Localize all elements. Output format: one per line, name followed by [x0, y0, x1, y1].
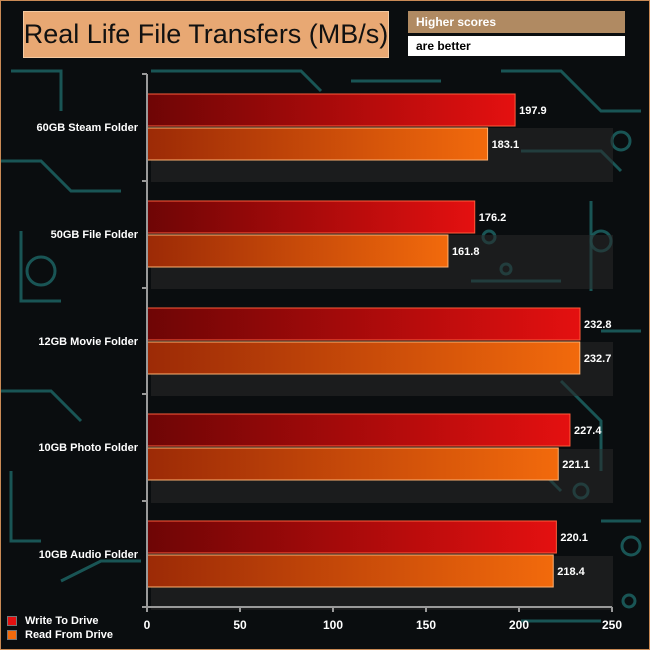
- chart-title: Real Life File Transfers (MB/s): [23, 19, 389, 49]
- circuit-node: [25, 255, 57, 287]
- chart-title-box: Real Life File Transfers (MB/s): [23, 11, 389, 58]
- legend-item-write: Write To Drive: [7, 614, 147, 628]
- legend-swatch-write: [7, 616, 17, 626]
- legend-swatch-read: [7, 630, 17, 640]
- circuit-trace: [151, 69, 323, 93]
- note-line-1: Higher scores: [416, 15, 497, 29]
- value-label-read: 218.4: [557, 566, 585, 578]
- x-tick-label: 50: [233, 618, 247, 632]
- value-label-write: 220.1: [560, 532, 588, 544]
- circuit-trace: [19, 231, 61, 303]
- circuit-trace: [11, 69, 63, 111]
- category-label: 50GB File Folder: [51, 229, 139, 241]
- bar-read: [146, 554, 554, 588]
- bar-write: [146, 520, 557, 554]
- bar-write: [146, 307, 581, 341]
- higher-scores-note: Higher scores: [408, 11, 625, 33]
- bar-write: [146, 200, 476, 234]
- circuit-trace: [1, 389, 83, 423]
- circuit-node: [620, 535, 642, 557]
- value-label-write: 176.2: [479, 212, 507, 224]
- legend-label-write: Write To Drive: [25, 615, 99, 627]
- bar-read: [146, 127, 489, 161]
- bar-read: [146, 447, 559, 481]
- note-line-2: are better: [416, 39, 471, 53]
- category-label: 10GB Photo Folder: [38, 442, 138, 454]
- x-tick-label: 100: [323, 618, 343, 632]
- x-tick-label: 200: [509, 618, 529, 632]
- bar-write: [146, 93, 516, 127]
- circuit-trace: [1, 159, 121, 193]
- circuit-trace: [501, 69, 641, 113]
- bar-read: [146, 341, 581, 375]
- value-label-write: 197.9: [519, 105, 547, 117]
- value-label-read: 183.1: [492, 139, 520, 151]
- are-better-note: are better: [408, 36, 625, 56]
- x-tick-label: 0: [144, 618, 151, 632]
- value-label-read: 221.1: [562, 459, 590, 471]
- legend-label-read: Read From Drive: [25, 629, 114, 641]
- x-tick-label: 250: [602, 618, 622, 632]
- category-label: 60GB Steam Folder: [37, 122, 139, 134]
- circuit-node: [621, 593, 637, 609]
- bar-write: [146, 413, 571, 447]
- circuit-trace: [60, 559, 141, 583]
- x-tick-label: 150: [416, 618, 436, 632]
- category-label: 10GB Audio Folder: [39, 549, 139, 561]
- legend-item-read: Read From Drive: [7, 628, 147, 642]
- category-label: 12GB Movie Folder: [38, 336, 138, 348]
- bar-read: [146, 234, 449, 268]
- value-label-read: 161.8: [452, 246, 480, 258]
- circuit-trace: [9, 471, 41, 543]
- value-label-write: 227.4: [574, 425, 602, 437]
- value-label-write: 232.8: [584, 319, 612, 331]
- value-label-read: 232.7: [584, 353, 612, 365]
